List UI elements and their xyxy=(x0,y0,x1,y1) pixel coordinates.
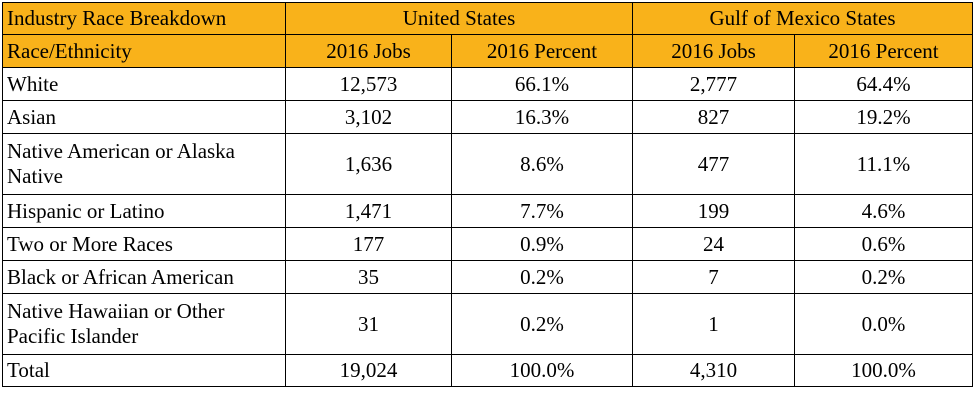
gulf-jobs-cell: 2,777 xyxy=(632,67,796,101)
us-percent-cell: 100.0% xyxy=(450,354,634,387)
gulf-percent-cell: 0.0% xyxy=(794,293,974,355)
us-jobs-cell: 1,636 xyxy=(285,133,452,195)
row-label: White xyxy=(2,67,286,101)
us-jobs-cell: 31 xyxy=(285,293,452,355)
gulf-jobs-cell: 4,310 xyxy=(632,354,796,387)
us-jobs-cell: 12,573 xyxy=(285,67,452,101)
us-percent-cell: 7.7% xyxy=(450,194,634,228)
subheader-us-percent: 2016 Percent xyxy=(450,34,634,68)
gulf-percent-cell: 11.1% xyxy=(794,133,974,195)
gulf-percent-cell: 0.6% xyxy=(794,227,974,261)
row-label: Two or More Races xyxy=(2,227,286,261)
row-label: Native American or Alaska Native xyxy=(2,133,286,195)
table-title: Industry Race Breakdown xyxy=(2,2,286,35)
gulf-percent-cell: 100.0% xyxy=(794,354,974,387)
group-header-united-states: United States xyxy=(284,2,634,35)
row-label-header: Race/Ethnicity xyxy=(2,34,286,68)
us-percent-cell: 0.9% xyxy=(450,227,634,261)
gulf-jobs-cell: 1 xyxy=(632,293,796,355)
us-percent-cell: 0.2% xyxy=(450,260,634,294)
row-label: Asian xyxy=(2,100,286,134)
table-row: Native Hawaiian or Other Pacific Islande… xyxy=(2,293,974,355)
us-percent-cell: 66.1% xyxy=(450,67,634,101)
us-jobs-cell: 3,102 xyxy=(285,100,452,134)
table-subheader-row: Race/Ethnicity 2016 Jobs 2016 Percent 20… xyxy=(2,34,974,68)
us-jobs-cell: 35 xyxy=(285,260,452,294)
gulf-percent-cell: 0.2% xyxy=(794,260,974,294)
table-total-row: Total 19,024 100.0% 4,310 100.0% xyxy=(2,354,974,387)
row-label: Total xyxy=(2,354,286,387)
gulf-percent-cell: 19.2% xyxy=(794,100,974,134)
gulf-jobs-cell: 827 xyxy=(632,100,796,134)
gulf-jobs-cell: 477 xyxy=(632,133,796,195)
gulf-jobs-cell: 7 xyxy=(632,260,796,294)
gulf-jobs-cell: 24 xyxy=(632,227,796,261)
us-jobs-cell: 1,471 xyxy=(285,194,452,228)
us-percent-cell: 0.2% xyxy=(450,293,634,355)
subheader-gulf-percent: 2016 Percent xyxy=(794,34,974,68)
group-header-gulf-states: Gulf of Mexico States xyxy=(632,2,974,35)
table-row: Black or African American 35 0.2% 7 0.2% xyxy=(2,260,974,294)
table-header-row: Industry Race Breakdown United States Gu… xyxy=(2,2,974,35)
row-label: Black or African American xyxy=(2,260,286,294)
table-row: Asian 3,102 16.3% 827 19.2% xyxy=(2,100,974,134)
us-jobs-cell: 177 xyxy=(285,227,452,261)
table-row: Native American or Alaska Native 1,636 8… xyxy=(2,133,974,195)
table-row: Hispanic or Latino 1,471 7.7% 199 4.6% xyxy=(2,194,974,228)
gulf-jobs-cell: 199 xyxy=(632,194,796,228)
gulf-percent-cell: 64.4% xyxy=(794,67,974,101)
row-label: Hispanic or Latino xyxy=(2,194,286,228)
subheader-gulf-jobs: 2016 Jobs xyxy=(632,34,796,68)
us-jobs-cell: 19,024 xyxy=(285,354,452,387)
subheader-us-jobs: 2016 Jobs xyxy=(285,34,452,68)
table-row: White 12,573 66.1% 2,777 64.4% xyxy=(2,67,974,101)
race-breakdown-table: Industry Race Breakdown United States Gu… xyxy=(2,2,974,387)
us-percent-cell: 16.3% xyxy=(450,100,634,134)
table-row: Two or More Races 177 0.9% 24 0.6% xyxy=(2,227,974,261)
row-label: Native Hawaiian or Other Pacific Islande… xyxy=(2,293,286,355)
us-percent-cell: 8.6% xyxy=(450,133,634,195)
gulf-percent-cell: 4.6% xyxy=(794,194,974,228)
